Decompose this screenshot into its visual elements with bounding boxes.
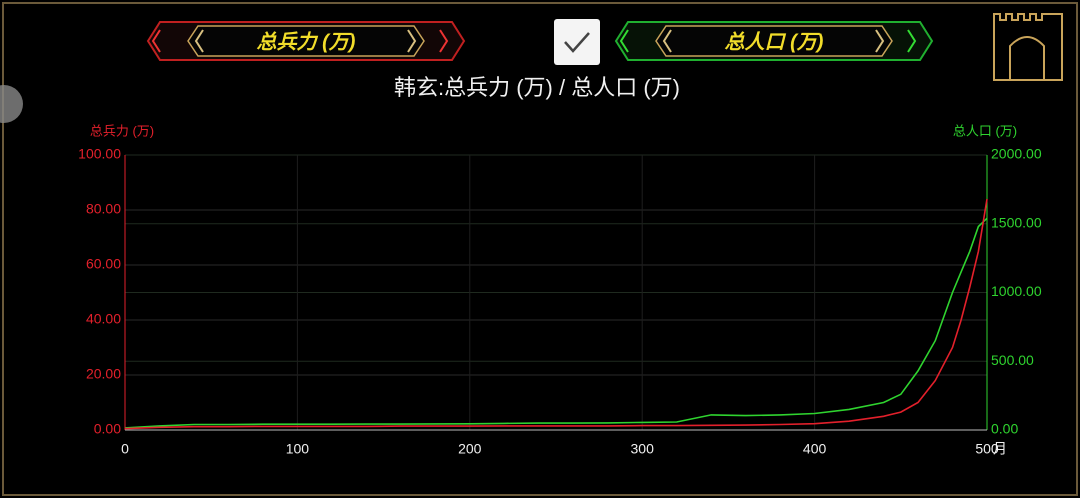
- y-tick-label: 60.00: [86, 256, 121, 272]
- arrow[interactable]: [151, 29, 449, 53]
- y2-tick-label: 1500.00: [991, 214, 1042, 230]
- x-tick-label: 200: [458, 441, 482, 457]
- checkmark: [564, 32, 590, 53]
- y-axis-label: 总兵力 (万): [90, 123, 154, 138]
- selector-inner: [187, 25, 425, 57]
- arrow[interactable]: [662, 29, 885, 53]
- x-axis-label: 月: [993, 441, 1007, 457]
- castle-outline: [993, 13, 1063, 81]
- series-line: [124, 198, 988, 430]
- arrow[interactable]: [194, 29, 417, 53]
- y-tick-label: 80.00: [86, 201, 121, 217]
- x-tick-label: 500: [975, 441, 999, 457]
- y-tick-label: 20.00: [86, 366, 121, 382]
- checkbox-box: [554, 19, 600, 65]
- checkbox[interactable]: [554, 19, 600, 65]
- y2-tick-label: 2000.00: [991, 146, 1042, 162]
- castle-button[interactable]: [993, 13, 1063, 81]
- y2-tick-label: 1000.00: [991, 283, 1042, 299]
- x-tick-label: 0: [121, 441, 129, 457]
- chart-title: 韩玄:总兵力 (万) / 总人口 (万): [394, 75, 680, 100]
- castle-gate: [1009, 36, 1045, 80]
- series-line: [124, 217, 988, 429]
- x-tick-label: 100: [286, 441, 310, 457]
- arrow[interactable]: [619, 29, 917, 53]
- selector-label: 总兵力 (万): [257, 30, 356, 53]
- selector-label: 总人口 (万): [725, 30, 824, 53]
- y-tick-label: 0.00: [94, 421, 121, 437]
- y2-tick-label: 0.00: [991, 421, 1018, 437]
- y-tick-label: 100.00: [78, 146, 121, 162]
- x-tick-label: 400: [803, 441, 827, 457]
- side-handle[interactable]: [0, 85, 23, 123]
- y-tick-label: 40.00: [86, 311, 121, 327]
- y2-axis-label: 总人口 (万): [953, 123, 1017, 138]
- x-tick-label: 300: [631, 441, 655, 457]
- left-selector[interactable]: 总兵力 (万): [146, 21, 466, 61]
- right-selector[interactable]: 总人口 (万): [614, 21, 934, 61]
- y2-tick-label: 500.00: [991, 352, 1034, 368]
- selector-inner: [655, 25, 893, 57]
